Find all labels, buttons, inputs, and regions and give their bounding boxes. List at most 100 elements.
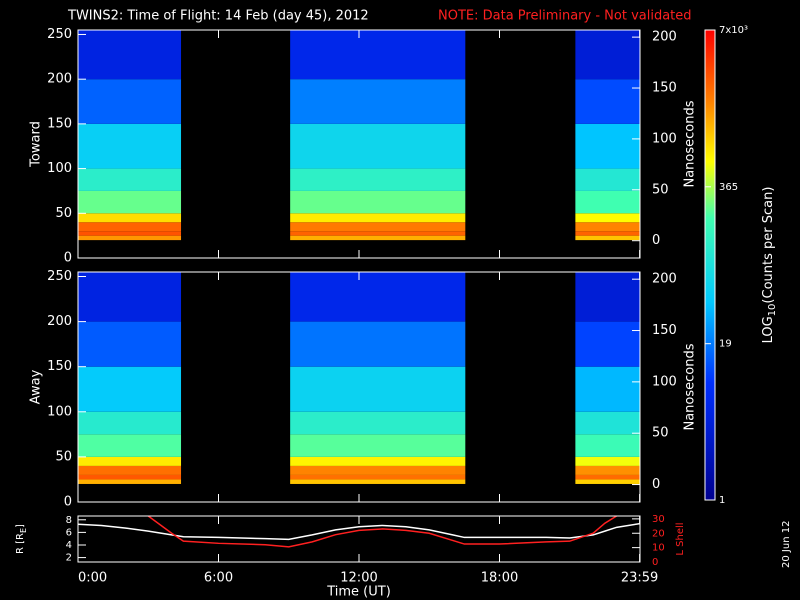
y2-tick-label: 10: [652, 543, 665, 554]
spectrogram-cell: [78, 235, 182, 241]
spectrogram-cell: [78, 434, 182, 457]
x-tick-label: 18:00: [481, 571, 518, 586]
spectrogram-cell: [290, 123, 466, 169]
y2-tick-label: 200: [652, 272, 677, 287]
spectrogram-cell: [78, 479, 182, 484]
y2-tick-label: 150: [652, 81, 677, 96]
y-tick-label: 200: [47, 314, 72, 329]
spectrogram-cell: [78, 456, 182, 466]
spectrogram-cell: [78, 231, 182, 236]
y-tick-label: 8: [66, 515, 72, 526]
note: NOTE: Data Preliminary - Not validated: [438, 9, 692, 24]
y-tick-label: 50: [55, 449, 72, 464]
spectrogram-cell: [575, 190, 640, 214]
y-tick-label: 250: [47, 269, 72, 284]
y-axis-label: Toward: [29, 121, 44, 168]
title: TWINS2: Time of Flight: 14 Feb (day 45),…: [67, 9, 369, 24]
spectrogram-cell: [78, 190, 182, 214]
spectrogram-cell: [78, 366, 182, 412]
x-axis-label: Time (UT): [326, 585, 391, 600]
spectrogram-cell: [290, 235, 466, 241]
spectrogram-cell: [290, 474, 466, 480]
spectrogram-cell: [575, 479, 640, 484]
series-line: [78, 522, 640, 541]
y2-tick-label: 100: [652, 131, 677, 146]
spectrogram-cell: [290, 222, 466, 232]
spectrogram-cell: [575, 123, 640, 169]
spectrogram-cell: [575, 168, 640, 191]
colorbar: [705, 30, 715, 500]
spectrogram-cell: [575, 434, 640, 457]
spectrogram-cell: [575, 321, 640, 367]
y2-axis-label: L Shell: [675, 522, 686, 555]
spectrogram-cell: [290, 456, 466, 466]
y2-tick-label: 50: [652, 182, 669, 197]
spectrogram-cell: [575, 366, 640, 412]
spectrogram-cell: [575, 474, 640, 480]
spectrogram-cell: [290, 30, 466, 80]
y-tick-label: 100: [47, 161, 72, 176]
spectrogram-cell: [575, 456, 640, 466]
spectrogram-cell: [78, 474, 182, 480]
y2-tick-label: 200: [652, 30, 677, 45]
spectrogram-cell: [290, 321, 466, 367]
colorbar-tick-label: 7x10³: [719, 25, 748, 36]
series-line: [147, 516, 617, 548]
y-tick-label: 150: [47, 116, 72, 131]
spectrogram-cell: [78, 213, 182, 223]
spectrogram-cell: [290, 434, 466, 457]
y-axis-label-part: R [R: [15, 533, 26, 554]
y-tick-label: 0: [64, 251, 72, 266]
y-tick-label: 0: [64, 495, 72, 510]
y-tick-label: 50: [55, 206, 72, 221]
plot-area: [78, 516, 640, 548]
spectrogram-cell: [78, 30, 182, 80]
y-tick-label: 6: [66, 527, 72, 538]
y2-tick-label: 0: [652, 233, 660, 248]
colorbar-label: LOG10(Counts per Scan): [761, 187, 779, 344]
y-tick-label: 2: [66, 553, 72, 564]
colorbar-tick-label: 365: [719, 182, 738, 193]
spectrogram-cell: [78, 272, 182, 322]
y2-axis-label: Nanoseconds: [683, 100, 698, 187]
colorbar-tick-label: 1: [719, 495, 725, 506]
colorbar-tick-label: 19: [719, 339, 732, 350]
spectrogram-cell: [290, 231, 466, 236]
y2-axis-label: Nanoseconds: [683, 343, 698, 430]
spectrogram-cell: [290, 272, 466, 322]
spectrogram-cell: [78, 168, 182, 191]
y-tick-label: 150: [47, 359, 72, 374]
y2-tick-label: 150: [652, 323, 677, 338]
y-tick-label: 250: [47, 27, 72, 42]
spectrogram-cell: [575, 231, 640, 236]
y2-tick-label: 30: [652, 514, 665, 525]
y-tick-label: 200: [47, 72, 72, 87]
y2-tick-label: 100: [652, 374, 677, 389]
spectrogram-cell: [78, 465, 182, 475]
spectrogram-cell: [575, 235, 640, 241]
spectrogram-cell: [575, 465, 640, 475]
x-tick-label: 0:00: [78, 571, 107, 586]
y-axis-label: Away: [29, 369, 44, 404]
y-tick-label: 100: [47, 404, 72, 419]
spectrogram-cell: [290, 479, 466, 484]
x-tick-label: 12:00: [340, 571, 377, 586]
spectrogram-cell: [575, 411, 640, 435]
date-stamp: 20 Jun 12: [781, 521, 792, 568]
spectrogram-cell: [290, 465, 466, 475]
y2-tick-label: 0: [652, 557, 658, 568]
y-axis-label: R [RE]: [15, 524, 28, 554]
spectrogram-cell: [78, 222, 182, 232]
spectrogram-cell: [78, 123, 182, 169]
spectrogram-cell: [290, 411, 466, 435]
spectrogram-cell: [290, 190, 466, 214]
spectrogram-cell: [575, 272, 640, 322]
spectrogram-cell: [78, 79, 182, 124]
spectrogram-cell: [78, 321, 182, 367]
y2-tick-label: 20: [652, 528, 665, 539]
x-tick-label: 23:59: [621, 571, 658, 586]
spectrogram-cell: [290, 168, 466, 191]
y-axis-label-part: ]: [15, 524, 26, 528]
